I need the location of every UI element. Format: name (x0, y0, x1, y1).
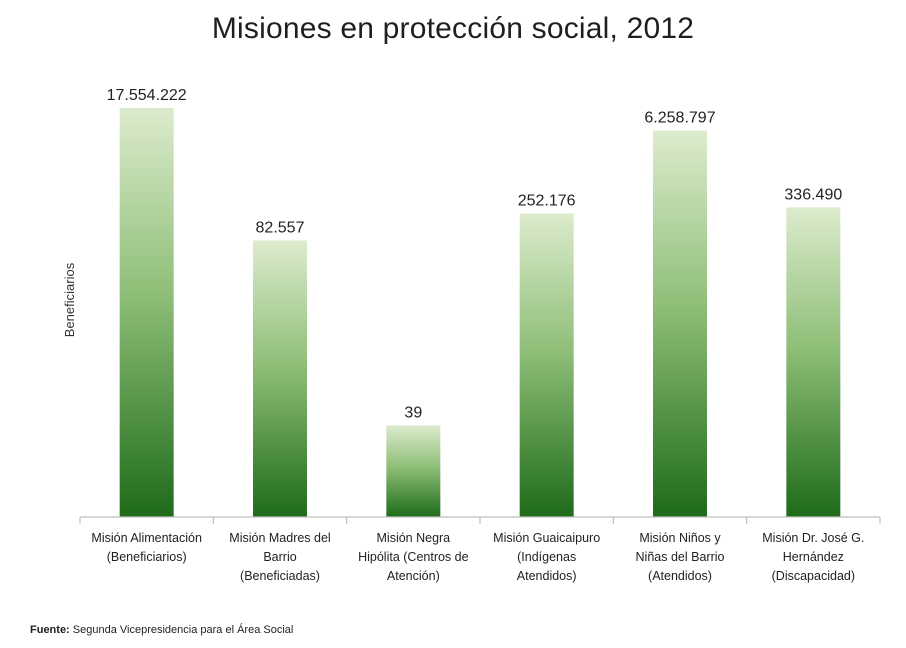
category-label: Niñas del Barrio (636, 550, 725, 564)
category-label: (Indígenas (517, 550, 576, 564)
source-note: Fuente: Segunda Vicepresidencia para el … (30, 624, 293, 636)
bar (786, 207, 841, 517)
bar (519, 213, 574, 517)
category-label: (Beneficiarios) (107, 550, 187, 564)
category-label: (Beneficiadas) (240, 569, 320, 583)
data-label: 39 (404, 404, 422, 421)
category-label: Barrio (263, 550, 296, 564)
category-label: (Atendidos) (648, 569, 712, 583)
data-label: 252.176 (518, 193, 576, 210)
category-label: Hernández (783, 550, 844, 564)
bar (653, 130, 707, 517)
chart-title: Misiones en protección social, 2012 (211, 12, 695, 45)
category-label: Misión Madres del (229, 531, 330, 545)
category-label: Atendidos) (517, 569, 577, 583)
data-label: 6.258.797 (644, 109, 715, 126)
data-label: 82.557 (256, 220, 305, 237)
category-label: Hipólita (Centros de (358, 550, 469, 564)
bar (119, 108, 174, 517)
source-label: Fuente: (30, 624, 70, 636)
bar (386, 425, 441, 517)
source-text: Segunda Vicepresidencia para el Área Soc… (69, 624, 294, 636)
data-label: 336.490 (784, 186, 842, 203)
category-label: Misión Dr. José G. (762, 531, 864, 545)
category-label: Misión Negra (377, 531, 451, 545)
category-label: Misión Alimentación (91, 531, 202, 545)
category-label: Atención) (387, 569, 440, 583)
data-label: 17.554.222 (107, 87, 187, 104)
category-label: Misión Guaicaipuro (493, 531, 600, 545)
y-axis-label: Beneficiarios (62, 262, 77, 337)
category-label: Misión Niños y (639, 531, 721, 545)
category-label: (Discapacidad) (772, 569, 855, 583)
bar (253, 240, 307, 518)
